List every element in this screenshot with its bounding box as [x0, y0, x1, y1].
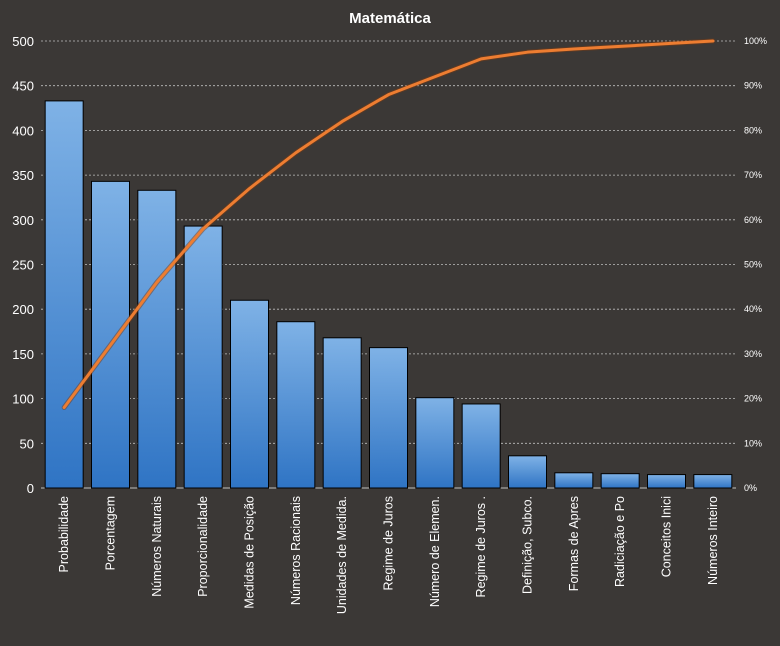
bar — [137, 189, 177, 489]
bar — [461, 403, 501, 489]
category-label: Medidas de Posição — [243, 496, 257, 609]
cumulative-line — [61, 38, 716, 411]
chart-title: Matemática — [349, 10, 431, 27]
bar — [369, 347, 408, 489]
y2-tick-label: 80% — [744, 125, 762, 135]
bar — [600, 473, 640, 489]
category-label: Conceitos Inici — [660, 496, 674, 577]
bar — [415, 397, 455, 489]
cumulative-line-path — [62, 39, 715, 410]
y-tick-label: 100 — [12, 392, 34, 407]
bar — [508, 455, 547, 489]
y2-tick-label: 0% — [744, 483, 757, 493]
y2-tick-label: 40% — [744, 304, 762, 314]
y2-tick-label: 10% — [744, 438, 762, 448]
y-tick-label: 150 — [12, 347, 34, 362]
right-axis: 0% 10% 20% 30% 40% 50% 60% 70% 80% 90% 100% — [744, 36, 767, 493]
y-tick-label: 50 — [20, 436, 34, 451]
category-label: Números Inteiro — [706, 496, 720, 585]
bar — [647, 474, 686, 489]
bar — [91, 180, 130, 489]
y2-tick-label: 90% — [744, 81, 762, 91]
bar — [276, 321, 316, 489]
bar — [183, 225, 223, 489]
y2-tick-label: 50% — [744, 260, 762, 270]
category-label: Proporcionalidade — [196, 496, 210, 597]
category-label: Porcentagem — [104, 496, 118, 570]
bars — [44, 100, 733, 489]
category-label: Regime de Juros . — [474, 496, 488, 597]
category-label: Radiciação e Po — [613, 496, 627, 587]
bar — [322, 337, 362, 489]
bar — [230, 299, 269, 489]
category-label: Números Racionais — [289, 496, 303, 605]
category-label: Definição, Subco. — [521, 496, 535, 594]
category-labels: Probabilidade Porcentagem Números Naturais… — [57, 496, 720, 614]
y-tick-label: 300 — [12, 213, 34, 228]
y2-tick-label: 20% — [744, 394, 762, 404]
y-tick-label: 250 — [12, 258, 34, 273]
y-tick-label: 350 — [12, 168, 34, 183]
y2-tick-label: 70% — [744, 170, 762, 180]
y-tick-label: 500 — [12, 34, 34, 49]
category-label: Número de Elemen. — [428, 496, 442, 607]
category-label: Regime de Juros — [382, 496, 396, 591]
bar — [44, 100, 84, 489]
category-label: Probabilidade — [57, 496, 71, 572]
category-label: Números Naturais — [150, 496, 164, 597]
left-axis: 0 50 100 150 200 250 300 350 400 450 500 — [12, 34, 34, 496]
y2-tick-label: 30% — [744, 349, 762, 359]
y-tick-label: 200 — [12, 302, 34, 317]
bar — [554, 472, 594, 489]
y-tick-label: 0 — [27, 481, 34, 496]
category-label: Unidades de Medida. — [335, 496, 349, 614]
y2-tick-label: 60% — [744, 215, 762, 225]
y-tick-label: 450 — [12, 79, 34, 94]
y-tick-label: 400 — [12, 123, 34, 138]
y2-tick-label: 100% — [744, 36, 767, 46]
category-label: Formas de Apres — [567, 496, 581, 591]
bar — [693, 474, 733, 489]
